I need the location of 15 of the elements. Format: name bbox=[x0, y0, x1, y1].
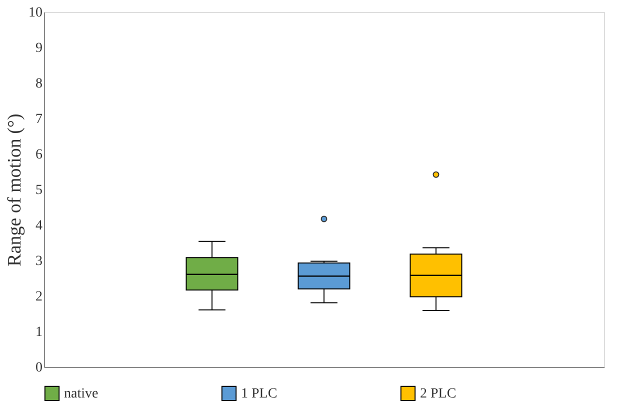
y-tick-label: 4 bbox=[36, 218, 42, 234]
y-tick-label: 7 bbox=[36, 112, 42, 127]
y-tick-label: 5 bbox=[36, 183, 42, 198]
y-tick-label: 6 bbox=[36, 148, 42, 162]
y-tick-label: 8 bbox=[36, 76, 42, 92]
y-tick-label: 3 bbox=[36, 254, 42, 269]
legend-label: 2 PLC bbox=[420, 386, 456, 402]
y-tick-label: 9 bbox=[36, 41, 42, 56]
legend-label: native bbox=[64, 386, 98, 402]
y-tick-label: 2 bbox=[36, 290, 42, 304]
y-tick-label: 0 bbox=[36, 360, 42, 376]
y-axis-title: Range of motion (°) bbox=[4, 114, 26, 266]
y-tick-label: 1 bbox=[36, 325, 42, 340]
legend-label: 1 PLC bbox=[241, 386, 278, 402]
y-tick-label: 10 bbox=[28, 6, 42, 20]
